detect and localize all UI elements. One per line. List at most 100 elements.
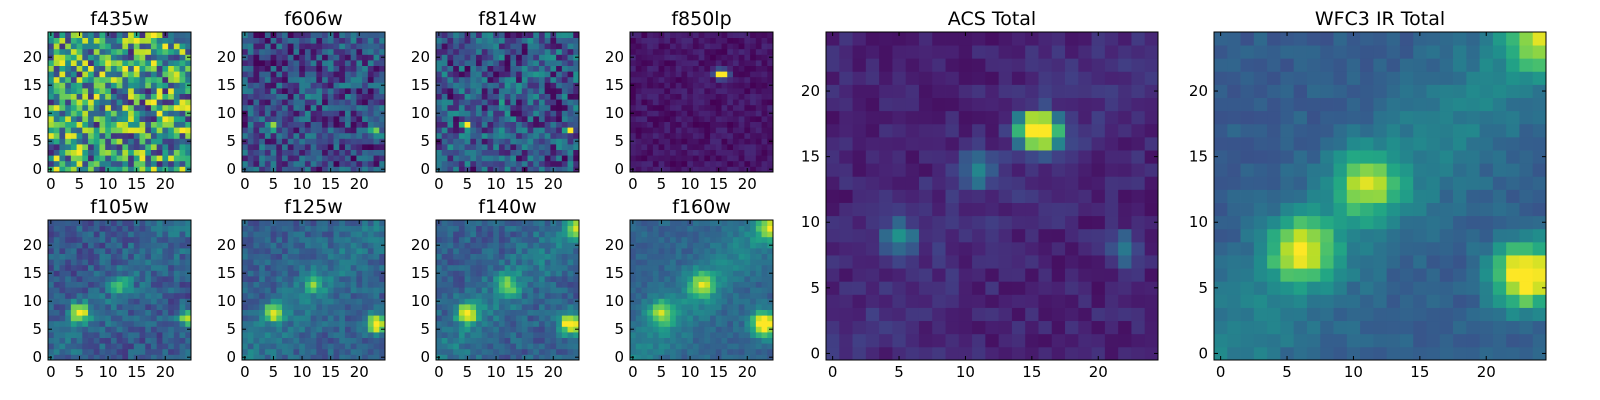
heatmap-cell (379, 144, 386, 150)
heatmap-cell (635, 71, 642, 78)
heatmap-cell (247, 276, 254, 282)
heatmap-cell (53, 304, 60, 310)
heatmap-cell (59, 248, 66, 254)
heatmap-cell (527, 110, 534, 117)
heatmap-cell (664, 110, 671, 117)
heatmap-cell (670, 348, 677, 355)
heatmap-cell (630, 337, 637, 344)
heatmap-cell (373, 231, 380, 238)
heatmap-cell (110, 155, 118, 162)
heatmap-cell (573, 304, 580, 310)
heatmap-cell (373, 127, 380, 134)
heatmap-cell (458, 160, 465, 167)
heatmap-cell (379, 332, 386, 338)
heatmap-cell (362, 348, 369, 355)
heatmap-cell (544, 82, 551, 89)
heatmap-cell (59, 309, 66, 316)
heatmap-cell (641, 160, 648, 167)
heatmap-cell (744, 292, 751, 299)
heatmap-cell (470, 93, 477, 100)
panel-title: f435w (90, 8, 149, 30)
heatmap-cell (373, 88, 380, 94)
heatmap-cell (276, 315, 283, 322)
heatmap-cell (670, 76, 677, 83)
heatmap-cell (287, 259, 294, 266)
heatmap-cell (116, 82, 123, 89)
heatmap-cell (82, 231, 89, 238)
heatmap-cell (88, 37, 95, 44)
heatmap-cell (458, 99, 465, 106)
heatmap-cell (110, 110, 118, 117)
heatmap-cell (761, 138, 768, 145)
heatmap-cell (767, 99, 774, 106)
heatmap-cell (538, 248, 546, 254)
heatmap-cell (48, 65, 55, 72)
heatmap-cell (322, 110, 329, 117)
heatmap-cell (59, 166, 66, 173)
heatmap-cell (322, 93, 329, 100)
heatmap-cell (122, 332, 129, 338)
heatmap-cell (110, 231, 118, 238)
heatmap-cell (310, 93, 317, 100)
heatmap-cell (333, 116, 340, 122)
heatmap-cell (339, 309, 346, 316)
heatmap-cell (379, 32, 386, 38)
heatmap-cell (293, 348, 300, 355)
heatmap-cell (538, 253, 546, 260)
heatmap-cell (761, 93, 768, 100)
heatmap-cell (110, 276, 118, 282)
heatmap-cell (447, 332, 454, 338)
heatmap-cell (173, 110, 180, 117)
heatmap-cell (327, 225, 334, 232)
heatmap-cell (145, 132, 152, 139)
heatmap-cell (282, 281, 289, 288)
heatmap-cell (264, 60, 271, 66)
heatmap-cell (173, 155, 180, 162)
heatmap-cell (453, 332, 460, 338)
heatmap-cell (573, 236, 580, 243)
heatmap-cell (715, 43, 722, 50)
heatmap-cell (379, 348, 386, 355)
heatmap-cell (481, 149, 488, 156)
heatmap-cell (65, 287, 72, 294)
x-tick-label: 15 (321, 363, 340, 381)
heatmap-cell (516, 155, 523, 162)
heatmap-cell (282, 264, 289, 271)
heatmap-cell (447, 231, 454, 238)
heatmap-cell (53, 88, 60, 94)
heatmap-cell (145, 253, 152, 260)
heatmap-cell (664, 287, 671, 294)
heatmap-cell (544, 242, 551, 249)
heatmap-cell (527, 320, 534, 327)
heatmap-cell (727, 88, 734, 94)
heatmap-cell (339, 121, 346, 128)
heatmap-cell (293, 155, 300, 162)
heatmap-cell (122, 264, 129, 271)
heatmap-cell (635, 116, 642, 122)
heatmap-cell (704, 166, 711, 173)
heatmap-cell (316, 320, 323, 327)
heatmap-cell (687, 48, 694, 55)
heatmap-cell (658, 76, 665, 83)
heatmap-cell (744, 121, 751, 128)
heatmap-cell (133, 116, 140, 122)
heatmap-cell (156, 71, 163, 78)
heatmap-cell (150, 270, 158, 277)
heatmap-cell (481, 259, 488, 266)
heatmap-cell (185, 132, 192, 139)
heatmap-cell (750, 287, 757, 294)
heatmap-cell (527, 287, 534, 294)
heatmap-cell (710, 138, 717, 145)
heatmap-cell (704, 315, 711, 322)
heatmap-cell (242, 315, 249, 322)
heatmap-cell (732, 354, 740, 361)
heatmap-cell (664, 166, 671, 173)
heatmap-cell (561, 121, 568, 128)
heatmap-cell (750, 99, 757, 106)
heatmap-cell (173, 320, 180, 327)
heatmap-cell (761, 71, 768, 78)
heatmap-cell (704, 337, 711, 344)
heatmap-cell (150, 155, 158, 162)
heatmap-cell (504, 287, 511, 294)
